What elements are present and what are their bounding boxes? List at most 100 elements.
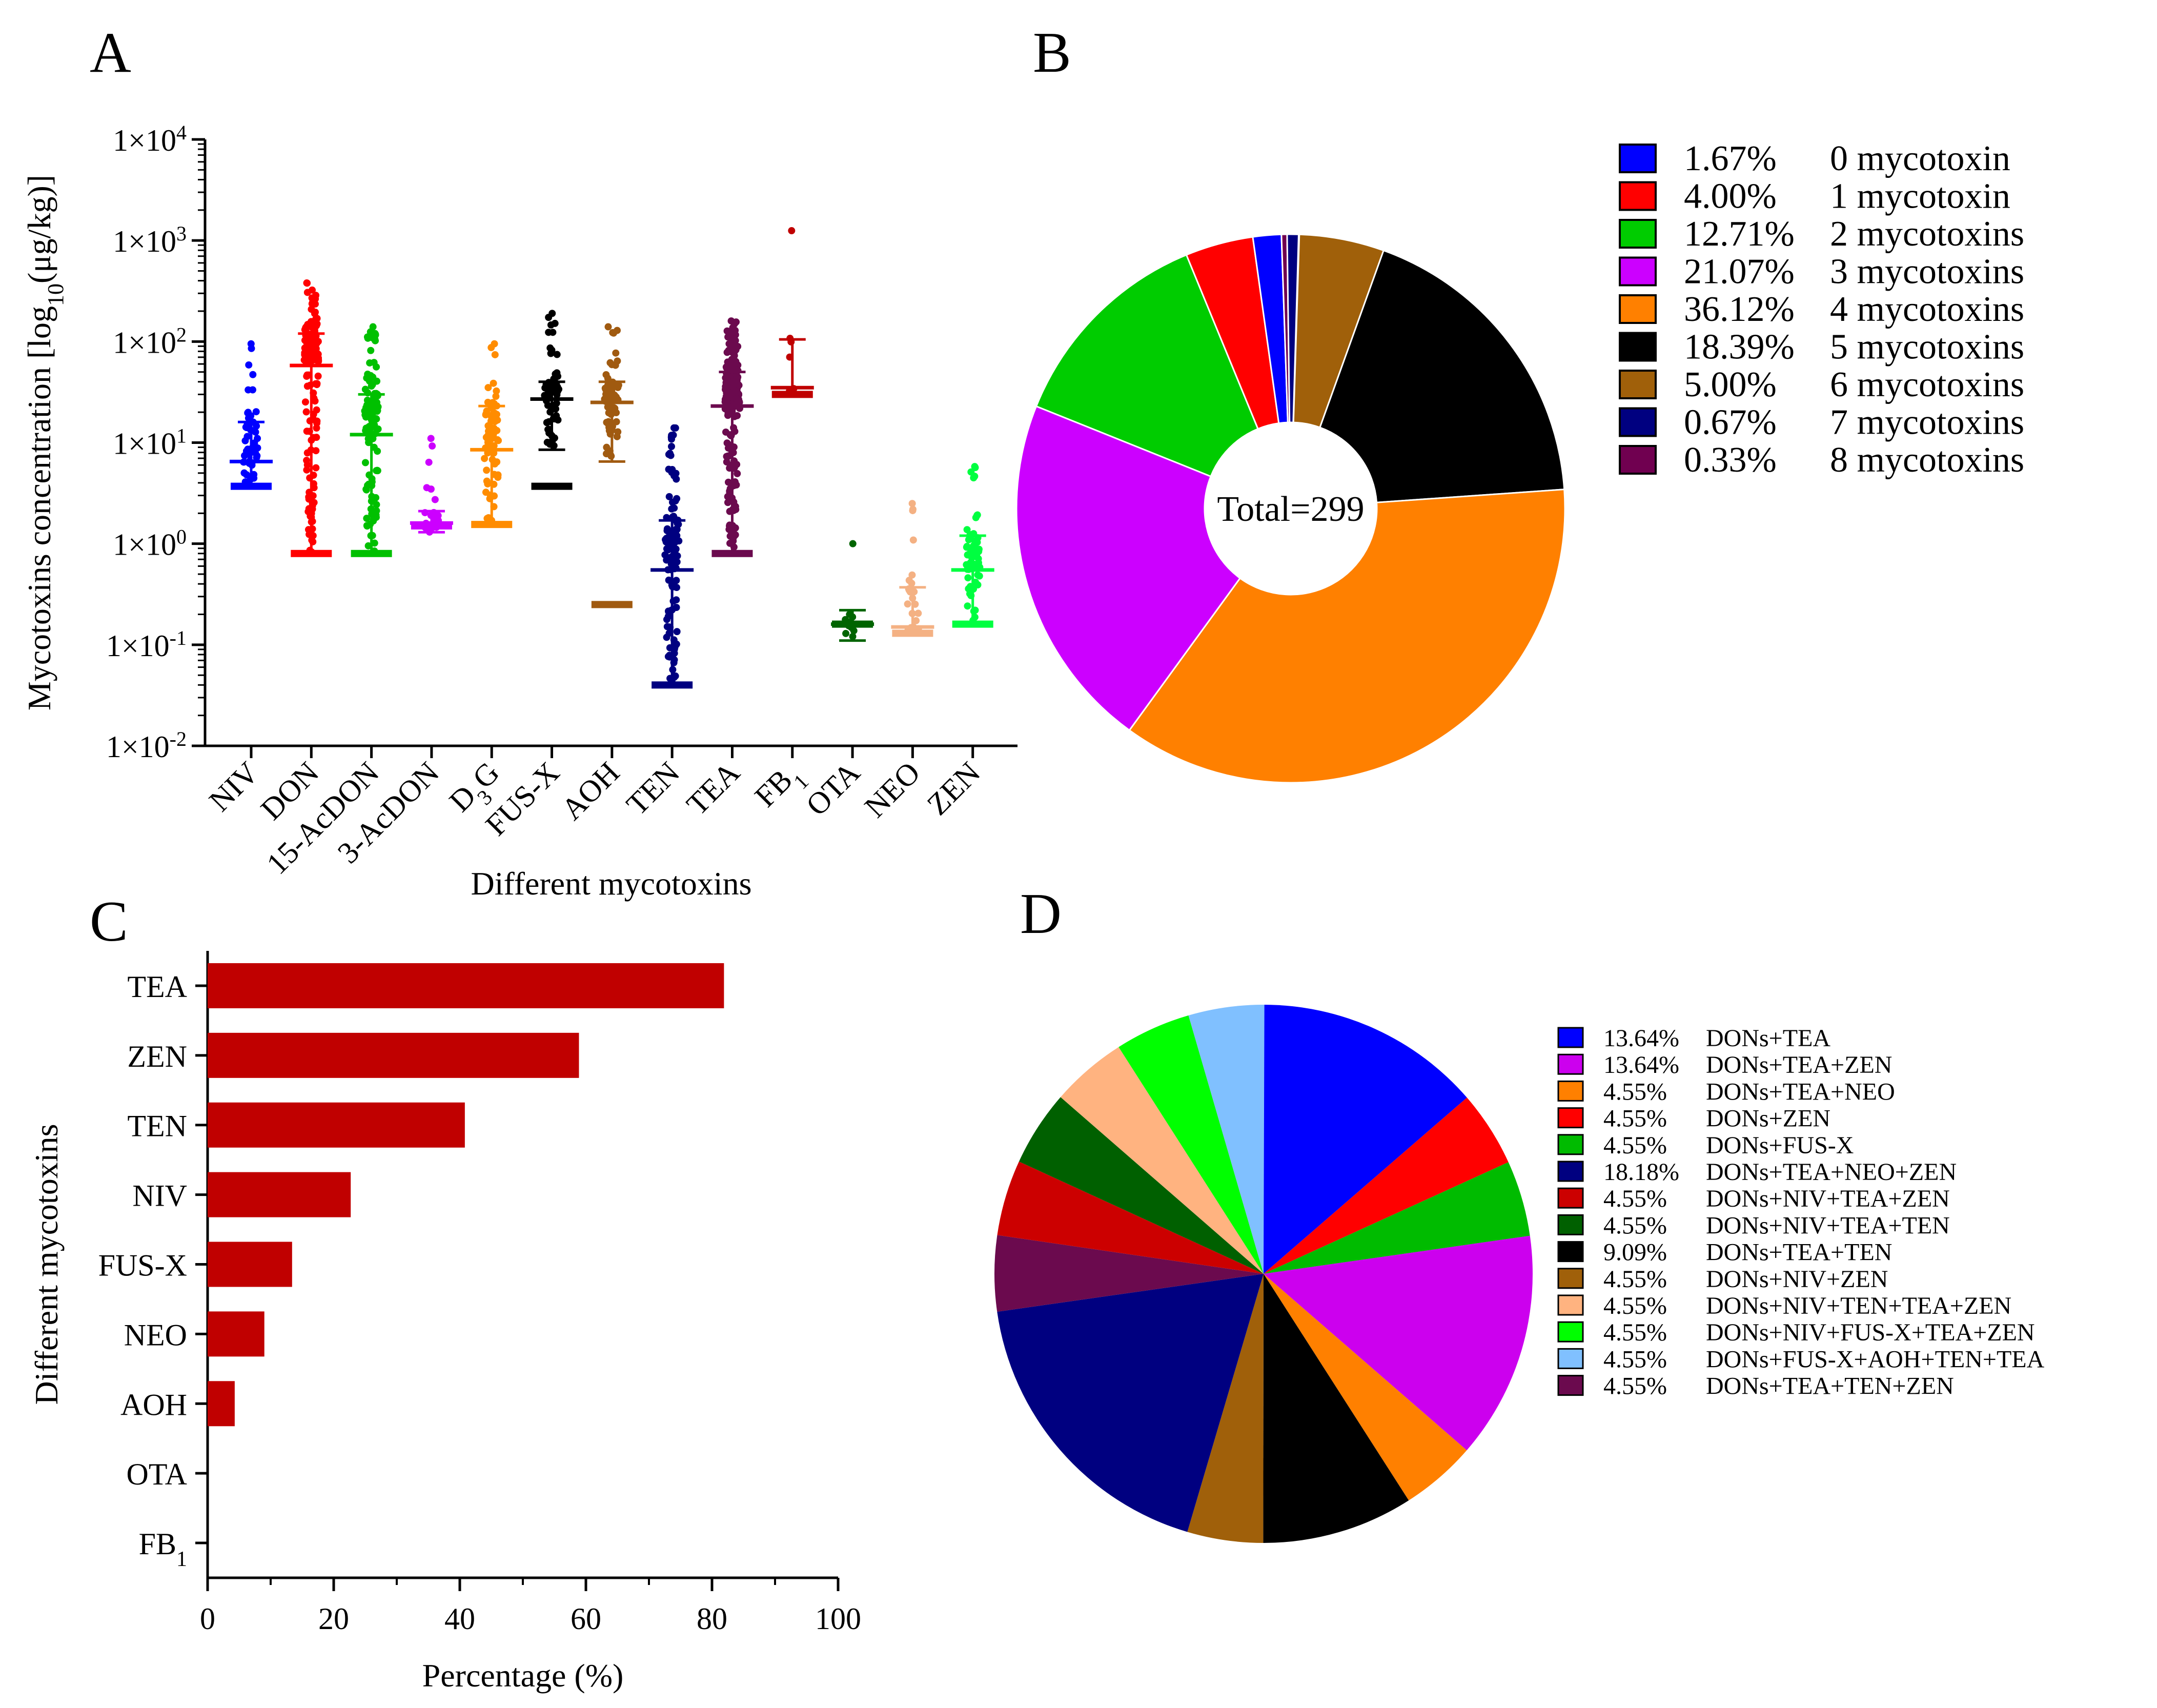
panel-a-point xyxy=(482,489,490,496)
panel-d-legend-swatch xyxy=(1557,1268,1584,1289)
panel-a-lod-cluster xyxy=(531,482,573,490)
panel-a-point xyxy=(308,306,315,313)
panel-a-point xyxy=(604,323,612,331)
panel-a-median-iqr-15-acdon xyxy=(350,393,393,555)
panel-d-legend-swatch xyxy=(1557,1375,1584,1396)
panel-a-point xyxy=(548,347,556,354)
panel-a-point xyxy=(615,381,622,389)
panel-a-point xyxy=(673,628,681,636)
panel-a-y-tick-label: 1×103 xyxy=(113,222,187,259)
panel-a-point xyxy=(975,547,983,555)
panel-a-point xyxy=(314,372,322,380)
panel-d-legend-item: 13.64% DONs+TEA xyxy=(1557,1025,1830,1052)
panel-d-legend-percent: 4.55% xyxy=(1603,1319,1667,1346)
panel-a-point xyxy=(364,401,372,409)
panel-d-slice-2 xyxy=(1264,1162,1530,1274)
panel-a-point xyxy=(362,413,370,421)
panel-d-legend-swatch xyxy=(1557,1187,1584,1209)
panel-c-bar-fus-x xyxy=(208,1242,292,1287)
panel-a-point xyxy=(723,349,731,356)
panel-a-point xyxy=(965,536,972,543)
panel-d-legend-percent: 4.55% xyxy=(1603,1266,1667,1293)
panel-d-legend-swatch xyxy=(1557,1027,1584,1048)
panel-a-point xyxy=(670,504,678,512)
panel-a-point xyxy=(313,424,320,432)
panel-b-legend-item: 1.67% 0 mycotoxin xyxy=(1619,139,2010,178)
panel-a-x-tick-label: OTA xyxy=(800,756,866,822)
panel-a-y-tick-label: 1×101 xyxy=(113,424,187,461)
panel-a-point xyxy=(314,350,322,358)
panel-a-point xyxy=(909,505,917,513)
panel-a-point xyxy=(485,514,493,522)
panel-a-point xyxy=(252,408,260,416)
panel-a-point xyxy=(736,398,743,405)
panel-c-y-tick-label: AOH xyxy=(120,1388,187,1421)
panel-d-legend-name: DONs+TEA xyxy=(1706,1025,1830,1052)
panel-a-point xyxy=(604,403,612,411)
panel-d-legend-percent: 4.55% xyxy=(1603,1105,1667,1132)
panel-a-y-tick-label: 1×10-2 xyxy=(106,727,187,764)
panel-a-point xyxy=(371,539,378,547)
panel-a-point xyxy=(374,425,382,433)
panel-a-point xyxy=(664,613,672,620)
panel-b-legend-swatch xyxy=(1619,219,1657,249)
panel-a-point xyxy=(544,425,552,433)
panel-a-point xyxy=(734,470,741,477)
panel-d-legend-percent: 4.55% xyxy=(1603,1373,1667,1400)
panel-c-y-tick-label: ZEN xyxy=(127,1040,187,1073)
panel-d-legend-percent: 4.55% xyxy=(1603,1292,1667,1319)
panel-a-point xyxy=(545,329,553,336)
panel-d-legend-percent: 18.18% xyxy=(1603,1158,1679,1186)
panel-c-x-axis-title: Percentage (%) xyxy=(422,1657,624,1694)
panel-a-point xyxy=(368,382,375,390)
panel-d-legend-name: DONs+TEA+NEO+ZEN xyxy=(1706,1158,1957,1186)
panel-b-legend-swatch xyxy=(1619,294,1657,324)
panel-a-point xyxy=(303,449,311,457)
panel-a-point xyxy=(304,508,312,516)
panel-c-y-tick-label: FB1 xyxy=(139,1527,187,1571)
panel-a-point xyxy=(842,629,850,637)
panel-a-point xyxy=(665,493,673,500)
panel-b-legend-name: 8 mycotoxins xyxy=(1830,440,2024,480)
panel-d-slice-9 xyxy=(997,1161,1264,1274)
panel-a-point xyxy=(974,571,982,579)
panel-a-y-tick-label: 1×104 xyxy=(113,121,187,158)
panel-c-bar-niv xyxy=(208,1172,351,1217)
panel-b-legend-name: 4 mycotoxins xyxy=(1830,290,2024,329)
panel-a-point xyxy=(664,546,672,554)
panel-b-slice-3 xyxy=(1015,405,1242,731)
panel-a-median-iqr-don xyxy=(290,332,333,555)
panel-a-point xyxy=(363,515,371,522)
panel-a-point xyxy=(253,452,261,460)
panel-a-point xyxy=(484,384,492,392)
panel-a-median-iqr-fb1 xyxy=(770,338,814,396)
panel-a-point xyxy=(904,600,911,608)
panel-a-point xyxy=(912,617,920,624)
panel-a-point xyxy=(963,543,971,551)
panel-c-x-tick-label: 40 xyxy=(444,1602,475,1636)
panel-a-median-iqr-tea xyxy=(710,371,754,555)
panel-a-point xyxy=(481,455,489,462)
panel-a-point xyxy=(429,442,436,450)
panel-a-point xyxy=(603,443,611,451)
panel-c-bar-aoh xyxy=(208,1381,235,1427)
panel-d-letter: D xyxy=(1020,882,1062,946)
panel-b-legend-name: 6 mycotoxins xyxy=(1830,365,2024,404)
panel-d-slice-11 xyxy=(1061,1047,1264,1274)
panel-d-legend-item: 18.18% DONs+TEA+NEO+ZEN xyxy=(1557,1158,1957,1186)
panel-a-point xyxy=(490,379,497,387)
panel-a-point xyxy=(672,545,680,553)
panel-a-point xyxy=(311,397,319,405)
panel-a-point xyxy=(553,399,560,407)
panel-d-legend-item: 4.55% DONs+NIV+ZEN xyxy=(1557,1266,1888,1293)
panel-b-legend-item: 5.00% 6 mycotoxins xyxy=(1619,365,2024,404)
panel-a-point xyxy=(303,371,311,379)
panel-a-point xyxy=(724,452,732,460)
panel-a-x-tick-label: TEA xyxy=(680,756,746,822)
panel-a-point xyxy=(964,602,971,610)
panel-a-point xyxy=(972,514,980,521)
panel-a-point xyxy=(724,478,732,486)
panel-c-y-tick-label: NEO xyxy=(124,1318,187,1352)
panel-a-point xyxy=(788,227,796,235)
panel-d-legend-swatch xyxy=(1557,1214,1584,1235)
